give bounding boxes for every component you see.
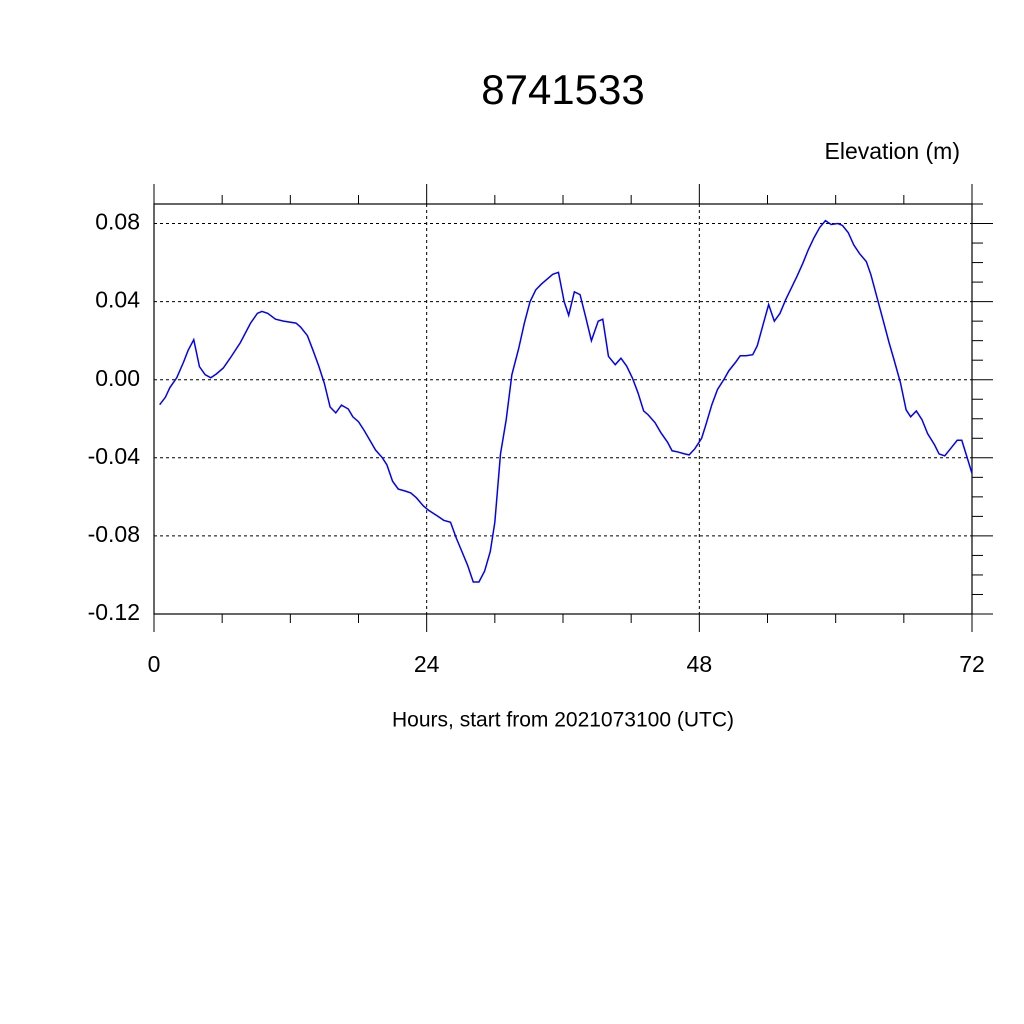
y-tick-label: 0.08 <box>95 209 140 235</box>
x-tick-label: 72 <box>959 651 985 677</box>
y-axis-label: Elevation (m) <box>825 138 960 164</box>
x-axis-label: Hours, start from 2021073100 (UTC) <box>392 709 734 732</box>
y-tick-label: 0.00 <box>95 365 140 391</box>
chart-title: 8741533 <box>481 66 645 113</box>
y-tick-label: 0.04 <box>95 287 140 313</box>
x-tick-label: 0 <box>148 651 161 677</box>
x-tick-label: 48 <box>687 651 713 677</box>
plot-frame <box>153 203 973 615</box>
data-line <box>159 219 973 583</box>
x-tick-label: 24 <box>414 651 440 677</box>
y-tick-label: -0.08 <box>88 521 140 547</box>
y-tick-label: -0.04 <box>88 443 141 469</box>
y-tick-label: -0.12 <box>88 599 140 625</box>
